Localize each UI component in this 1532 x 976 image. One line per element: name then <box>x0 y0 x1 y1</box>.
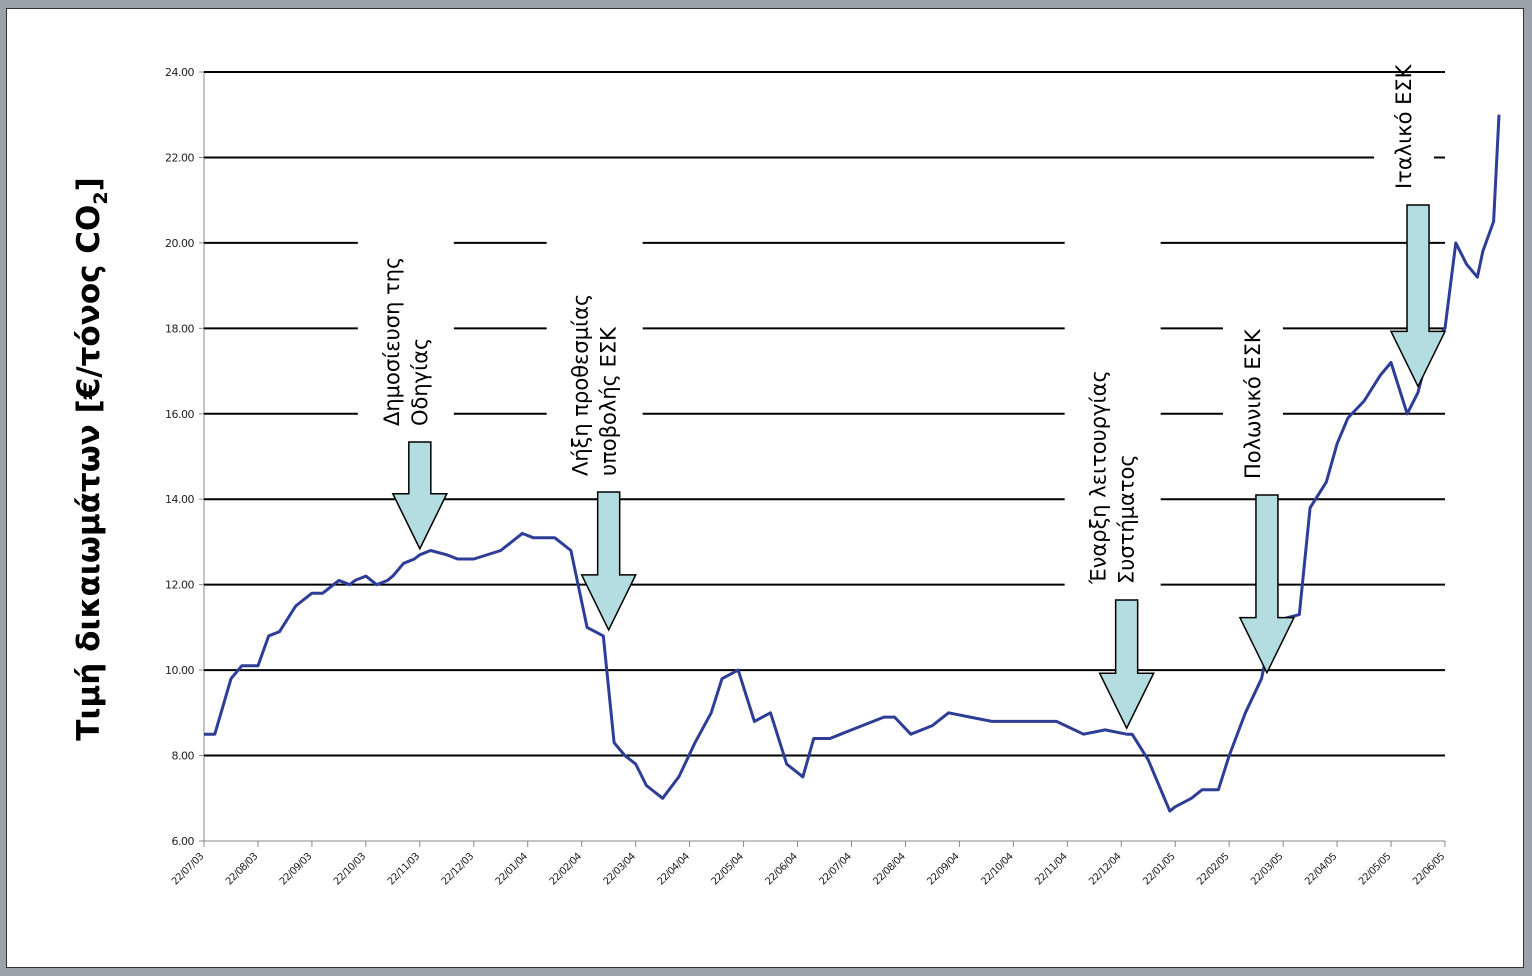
annotation-box <box>1064 239 1161 592</box>
x-tick-label: 22/10/03 <box>332 851 368 887</box>
annotation-box <box>546 234 643 484</box>
y-tick-label: 12.00 <box>165 579 194 592</box>
x-tick-label: 22/12/04 <box>1087 851 1123 887</box>
y-tick-label: 22.00 <box>165 151 194 164</box>
x-tick-label: 22/01/05 <box>1141 851 1177 887</box>
y-tick-label: 24.00 <box>165 66 194 79</box>
x-tick-label: 22/12/03 <box>440 851 476 887</box>
y-tick-label: 6.00 <box>172 835 195 848</box>
price-chart: 6.00 8.00 10.00 12.00 14.00 16.00 18.00 20.00 22… <box>71 63 1501 887</box>
annotation-box <box>1374 127 1435 197</box>
x-tick-label: 22/10/04 <box>979 851 1015 887</box>
x-tick-label: 22/06/05 <box>1411 851 1447 887</box>
x-tick-label: 22/08/03 <box>224 851 260 887</box>
x-tick-label: 22/09/03 <box>278 851 314 887</box>
annotation: Λήξη προθεσμίας υποβολής ΕΣΚ <box>546 234 643 632</box>
x-tick-label: 22/02/04 <box>548 851 584 887</box>
x-tick-label: 22/11/04 <box>1033 851 1069 887</box>
annotation-text: Έναρξη λειτουργίας <box>1087 370 1111 585</box>
x-tick-label: 22/11/03 <box>386 851 422 887</box>
y-tick-label: 16.00 <box>165 408 194 421</box>
x-tick-label: 22/03/04 <box>602 851 638 887</box>
annotation: Δημοσίευση της Οδηγίας <box>357 159 454 551</box>
annotation-box <box>1222 254 1283 487</box>
x-tick-label: 22/05/04 <box>710 851 746 887</box>
x-tick-label: 22/05/05 <box>1357 851 1393 887</box>
annotation-text: Συστήματος <box>1115 454 1139 584</box>
annotation: Πολωνικό ΕΣΚ <box>1222 254 1296 675</box>
y-tick-label: 10.00 <box>165 664 194 677</box>
annotation-text: Οδηγίας <box>408 338 432 426</box>
x-tick-label: 22/07/03 <box>170 851 206 887</box>
x-tick-label: 22/02/05 <box>1195 851 1231 887</box>
x-tick-label: 22/09/04 <box>925 851 961 887</box>
x-tick-label: 22/06/04 <box>763 851 799 887</box>
y-tick-label: 18.00 <box>165 322 194 335</box>
annotation-text: Ιταλικό ΕΣΚ <box>1392 63 1416 189</box>
x-tick-label: 22/07/04 <box>817 851 853 887</box>
x-tick-label: 22/04/05 <box>1303 851 1339 887</box>
annotation-box <box>357 159 454 434</box>
annotation: Ιταλικό ΕΣΚ <box>1374 63 1447 389</box>
y-axis-label: Τιμή δικαιωμάτων [€/τόνος CO2] <box>71 177 112 741</box>
annotation-arrow <box>580 491 637 632</box>
chart-frame: 6.00 8.00 10.00 12.00 14.00 16.00 18.00 20.00 22… <box>6 8 1524 968</box>
x-tick-label: 22/08/04 <box>871 851 907 887</box>
annotation-text: Πολωνικό ΕΣΚ <box>1241 328 1265 479</box>
annotation-text: υποβολής ΕΣΚ <box>597 326 621 476</box>
annotation-arrow <box>1389 204 1447 389</box>
x-tick-label: 22/01/04 <box>494 851 530 887</box>
y-tick-label: 14.00 <box>165 493 194 506</box>
x-tick-label: 22/03/05 <box>1249 851 1285 887</box>
annotation-arrow <box>391 441 449 551</box>
annotation-text: Δημοσίευση της <box>380 257 404 426</box>
annotation-text: Λήξη προθεσμίας <box>569 294 593 476</box>
y-tick-label: 20.00 <box>165 237 194 250</box>
x-tick-label: 22/04/04 <box>656 851 692 887</box>
annotation-arrow <box>1238 494 1296 675</box>
annotation-arrow <box>1098 599 1155 730</box>
price-series-line <box>204 114 1501 813</box>
annotation: Έναρξη λειτουργίας Συστήματος <box>1064 239 1161 730</box>
y-tick-label: 8.00 <box>172 750 195 763</box>
